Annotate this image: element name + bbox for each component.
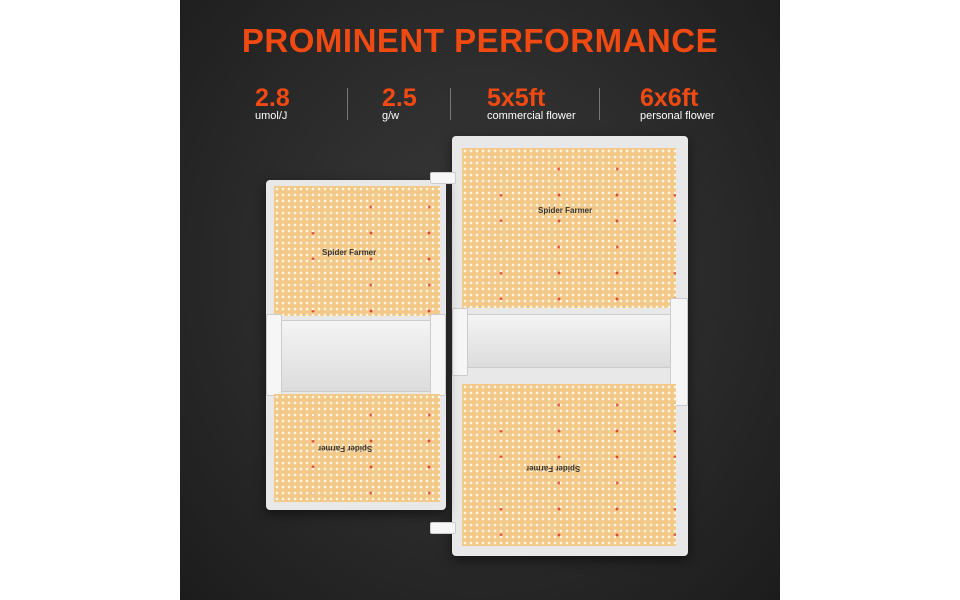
stat-yield: 2.5 g/w — [382, 84, 417, 123]
stat-unit: personal flower — [640, 110, 715, 122]
hinge — [430, 522, 456, 534]
divider — [599, 88, 600, 120]
brand-logo: Spider Farmer — [318, 444, 373, 453]
led-board: Spider Farmer — [462, 384, 676, 546]
heatsink-bar — [462, 314, 676, 368]
stat-value: 5x5ft — [487, 84, 546, 112]
stat-value: 6x6ft — [640, 84, 699, 112]
heatsink-bar — [274, 320, 440, 392]
led-board: Spider Farmer — [462, 148, 676, 308]
led-board: Spider Farmer — [274, 186, 440, 316]
brand-logo: Spider Farmer — [526, 464, 581, 473]
stat-value: 2.5 — [382, 84, 417, 112]
stat-unit: umol/J — [255, 110, 288, 122]
mount-clip — [430, 314, 446, 396]
mount-clip — [266, 314, 282, 396]
stat-unit: g/w — [382, 110, 400, 122]
stat-value: 2.8 — [255, 84, 290, 112]
stat-personal-coverage: 6x6ft personal flower — [640, 84, 715, 123]
stat-unit: commercial flower — [487, 110, 576, 122]
hinge — [430, 172, 456, 184]
product-banner: PROMINENT PERFORMANCE 2.8 umol/J 2.5 g/w… — [180, 0, 780, 600]
stat-commercial-coverage: 5x5ft commercial flower — [487, 84, 576, 123]
mount-clip — [452, 308, 468, 376]
grow-light-panel-right: Spider Farmer Spider Farmer — [452, 136, 688, 556]
grow-light-panel-left: Spider Farmer Spider Farmer — [266, 180, 446, 510]
divider — [450, 88, 451, 120]
stat-efficiency: 2.8 umol/J — [255, 84, 290, 123]
divider — [347, 88, 348, 120]
brand-logo: Spider Farmer — [322, 248, 377, 257]
brand-logo: Spider Farmer — [538, 206, 593, 215]
mount-clip — [670, 298, 688, 406]
led-board: Spider Farmer — [274, 394, 440, 502]
headline: PROMINENT PERFORMANCE — [241, 22, 719, 59]
